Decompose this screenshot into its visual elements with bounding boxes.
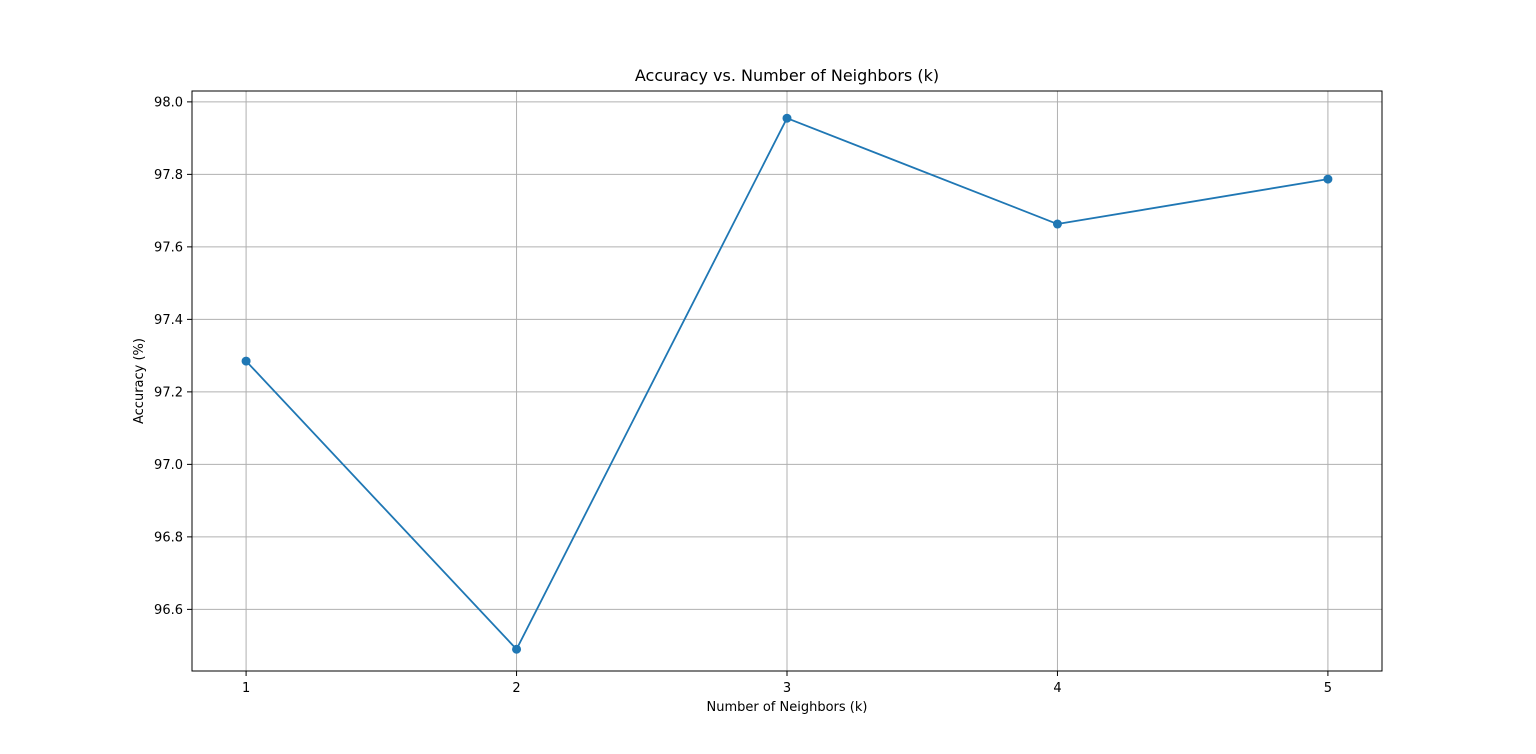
y-tick-label: 98.0 <box>154 95 183 110</box>
chart-title: Accuracy vs. Number of Neighbors (k) <box>635 66 939 85</box>
y-tick-label: 97.2 <box>154 385 183 400</box>
y-tick-label: 97.0 <box>154 458 183 473</box>
y-axis: 96.6 96.8 97.0 97.2 97.4 97.6 97.8 98.0 <box>154 95 192 618</box>
grid <box>192 91 1382 671</box>
y-tick-label: 96.6 <box>154 603 183 618</box>
x-axis-label: Number of Neighbors (k) <box>707 700 868 715</box>
series-layer <box>241 113 1333 654</box>
data-point-marker <box>1323 174 1333 184</box>
data-point-marker <box>782 113 792 123</box>
y-tick-label: 97.4 <box>154 313 183 328</box>
x-tick-label: 1 <box>242 681 250 696</box>
data-point-marker <box>1052 219 1062 229</box>
x-tick-label: 5 <box>1324 681 1332 696</box>
data-point-marker <box>512 644 522 654</box>
x-axis: 1 2 3 4 5 <box>242 671 1332 696</box>
x-tick-label: 4 <box>1053 681 1061 696</box>
y-tick-label: 97.8 <box>154 168 183 183</box>
y-tick-label: 97.6 <box>154 240 183 255</box>
data-point-marker <box>241 356 251 366</box>
y-tick-label: 96.8 <box>154 530 183 545</box>
y-axis-label: Accuracy (%) <box>132 338 147 424</box>
x-tick-label: 3 <box>783 681 791 696</box>
x-tick-label: 2 <box>512 681 520 696</box>
